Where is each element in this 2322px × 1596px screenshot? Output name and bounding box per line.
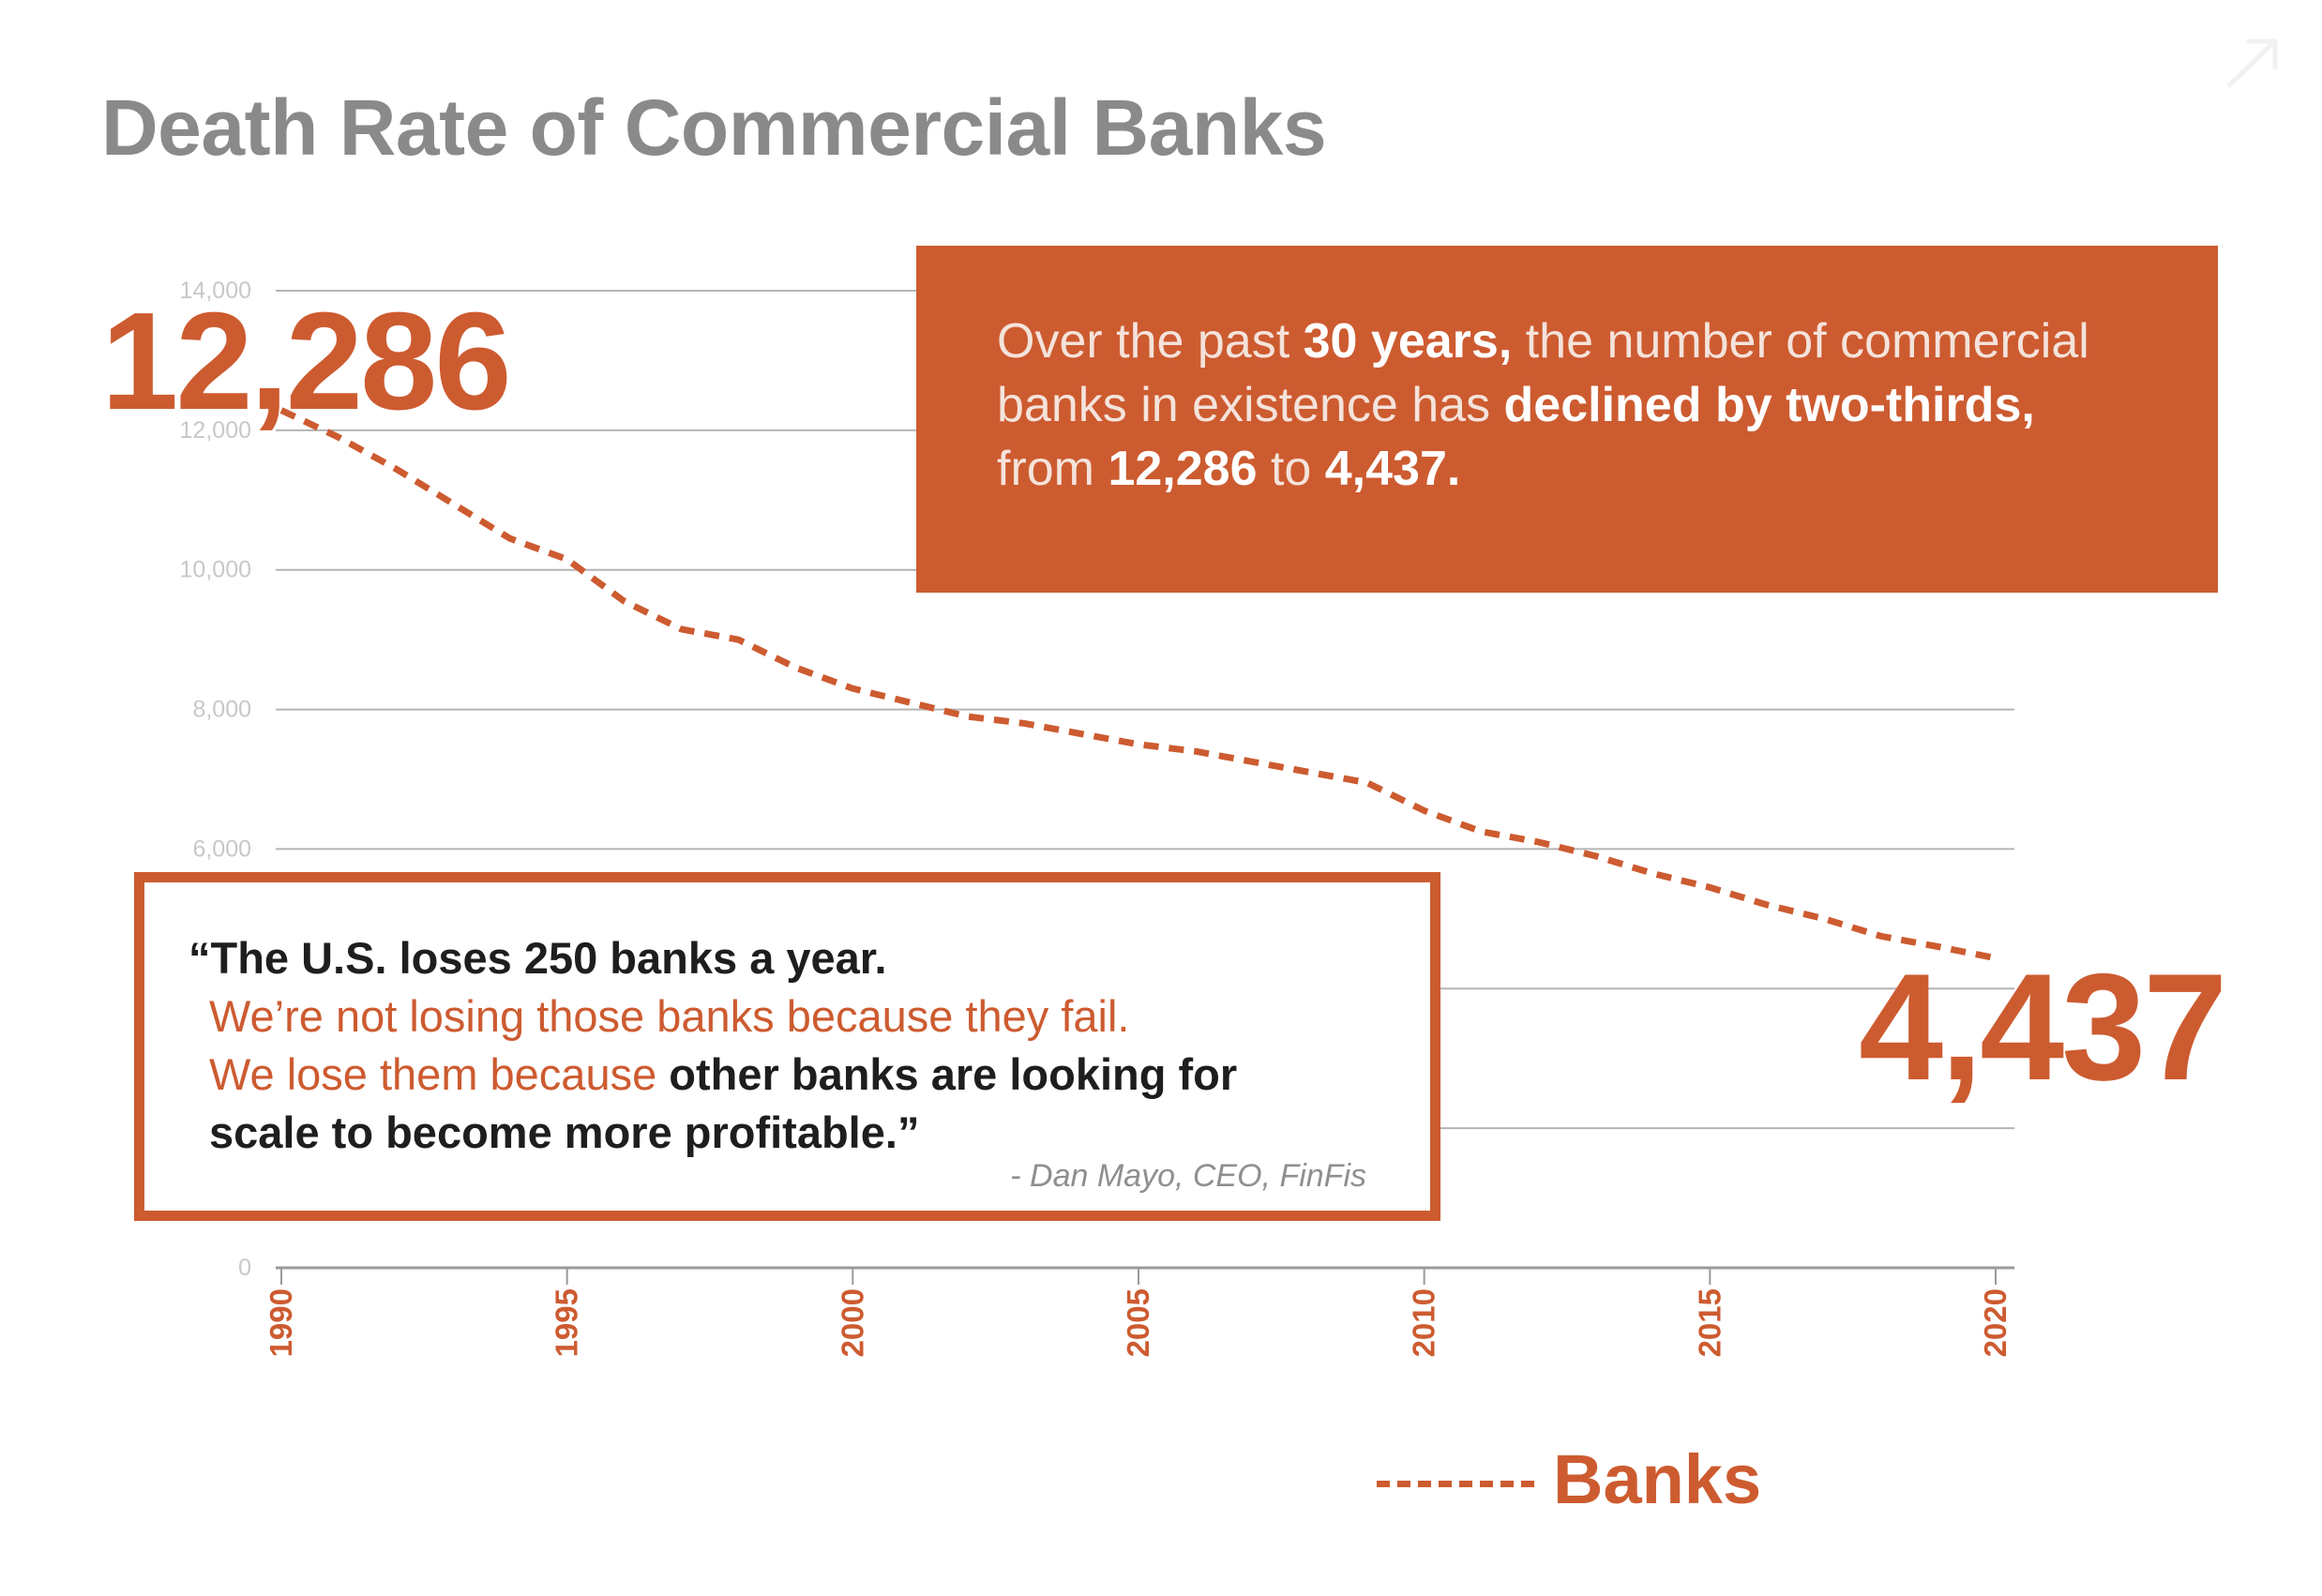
legend-dashed-line-icon (1377, 1481, 1534, 1487)
callout-highlight: declined by two-thirds, (1503, 378, 2035, 432)
x-tick-label: 2005 (1121, 1288, 1155, 1357)
x-tick-label: 2015 (1692, 1288, 1726, 1357)
x-tick-label: 1995 (550, 1288, 584, 1357)
callout-highlight: 4,437. (1324, 442, 1461, 496)
y-tick-label: 0 (238, 1255, 251, 1281)
y-tick-label: 10,000 (180, 557, 251, 583)
y-tick-labels: 0 6,000 8,000 10,000 12,000 14,000 (180, 278, 251, 1281)
start-value-label: 12,286 (101, 284, 512, 439)
series-banks (279, 407, 1997, 962)
callout-text: Over the past (997, 314, 1304, 369)
quote-line-3-accent: We lose them because (209, 1049, 670, 1099)
quote-line-4: scale to become more profitable.” (209, 1107, 920, 1157)
y-tick-label: 8,000 (192, 697, 251, 723)
x-tick-label: 2010 (1407, 1288, 1441, 1357)
y-tick-label: 14,000 (180, 278, 251, 304)
callout-highlight: 30 years, (1303, 314, 1513, 369)
quote-line-3: We lose them because other banks are loo… (188, 1046, 1374, 1104)
x-tick-label: 2020 (1978, 1288, 2013, 1357)
callout-highlight: 12,286 (1108, 442, 1258, 496)
quote-line-1: “The U.S. loses 250 banks a year. (188, 933, 887, 983)
quote-line-3-bold: other banks are looking for (669, 1049, 1238, 1099)
y-tick-label: 6,000 (192, 836, 251, 862)
x-tick-label: 2000 (835, 1288, 869, 1357)
x-tick-labels: 1990 1995 2000 2005 2010 2015 2020 (264, 1288, 2013, 1357)
legend-label: Banks (1553, 1440, 1762, 1518)
faint-corner-icon (2226, 38, 2278, 88)
callout-text: the number of commercial banks in existe… (997, 314, 2089, 432)
summary-callout: Over the past 30 years, the number of co… (916, 246, 2218, 593)
x-tick-label: 1990 (264, 1288, 298, 1357)
quote-line-2: We’re not losing those banks because the… (209, 991, 1130, 1041)
y-tick-label: 12,000 (180, 417, 251, 444)
quote-box: “The U.S. loses 250 banks a year. We’re … (134, 872, 1440, 1221)
chart-title: Death Rate of Commercial Banks (101, 83, 1327, 172)
callout-text: from (997, 442, 1108, 496)
end-value-label: 4,437 (1859, 942, 2227, 1112)
quote-attribution: - Dan Mayo, CEO, FinFis (1010, 1158, 1366, 1194)
callout-text: to (1257, 442, 1325, 496)
